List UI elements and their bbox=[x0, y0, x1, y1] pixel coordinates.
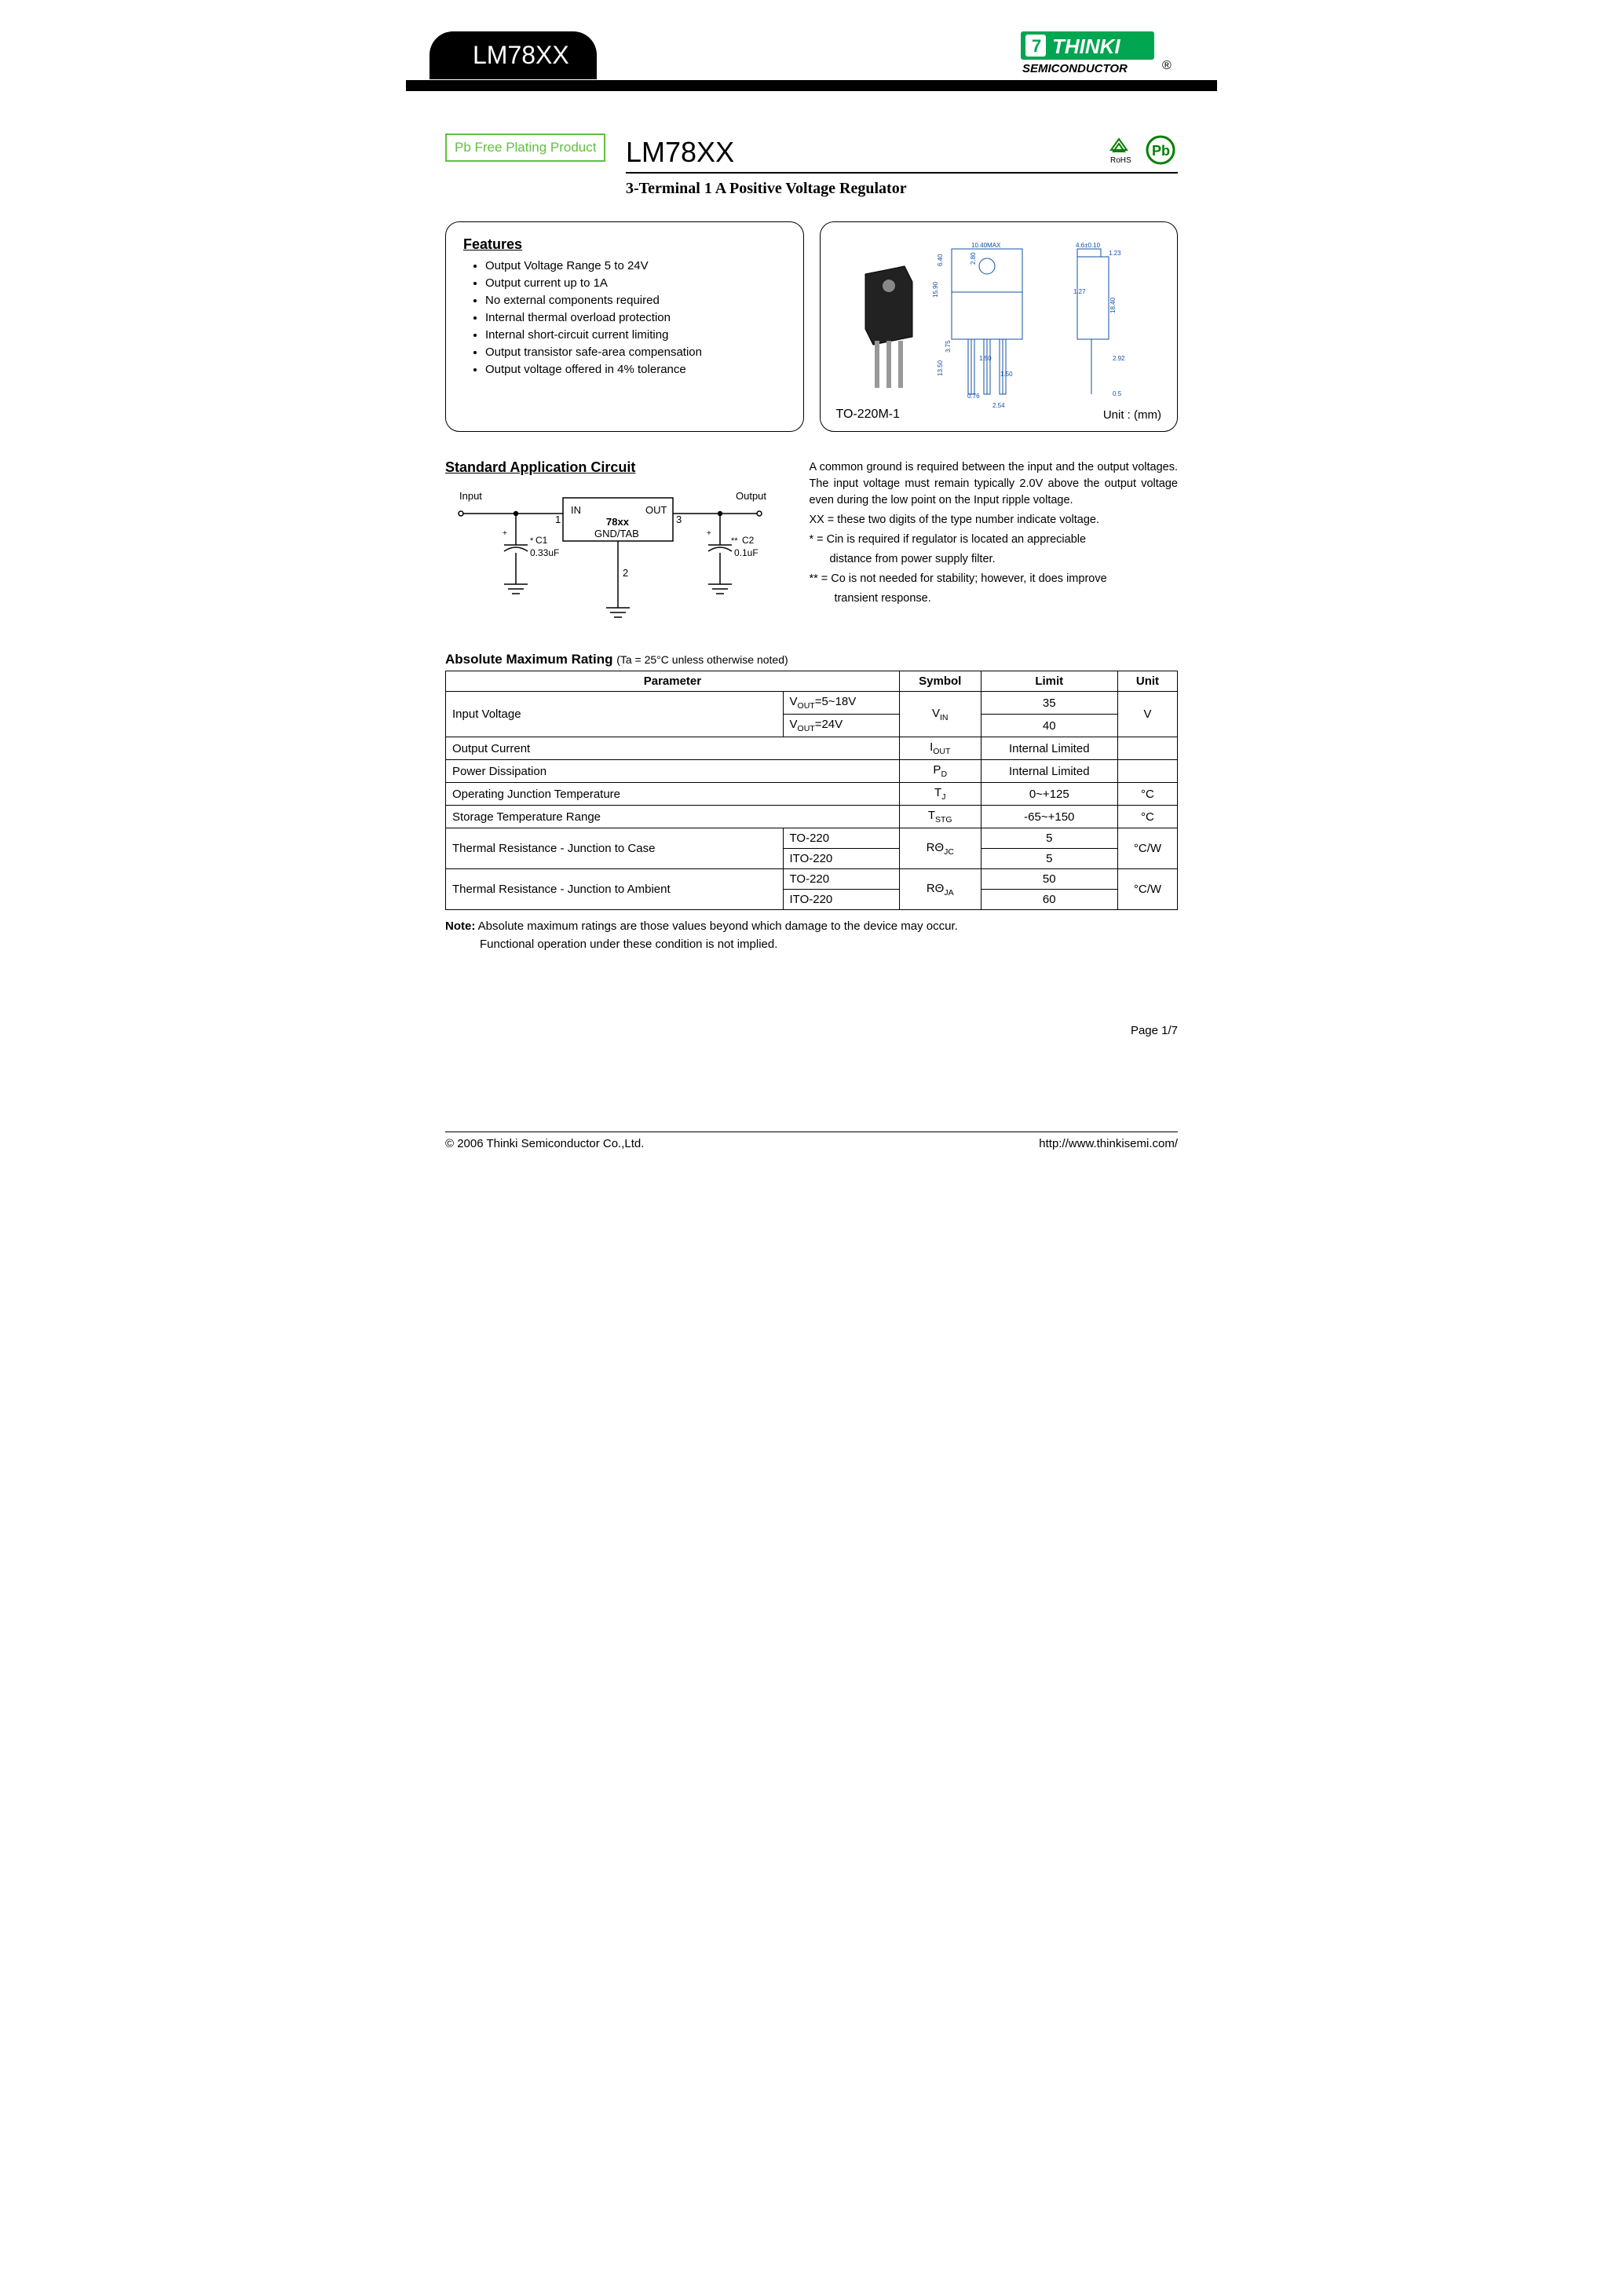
app-section: Standard Application Circuit bbox=[445, 459, 1178, 634]
svg-text:1.27: 1.27 bbox=[1073, 288, 1086, 295]
col-unit: Unit bbox=[1117, 671, 1177, 692]
note: Note: Absolute maximum ratings are those… bbox=[445, 918, 1178, 953]
footer: © 2006 Thinki Semiconductor Co.,Ltd. htt… bbox=[445, 1132, 1178, 1150]
note-p4a: ** = Co is not needed for stability; how… bbox=[809, 571, 1178, 587]
note-p1: A common ground is required between the … bbox=[809, 459, 1178, 509]
table-row: Thermal Resistance - Junction to Case TO… bbox=[446, 828, 1178, 849]
svg-text:3: 3 bbox=[676, 514, 682, 525]
svg-text:4.6±0.10: 4.6±0.10 bbox=[1076, 243, 1101, 249]
note-p3a: * = Cin is required if regulator is loca… bbox=[809, 532, 1178, 548]
amr-heading: Absolute Maximum Rating (Ta = 25°C unles… bbox=[445, 652, 1178, 667]
svg-text:0.33uF: 0.33uF bbox=[530, 547, 559, 558]
col-parameter: Parameter bbox=[446, 671, 900, 692]
svg-text:+: + bbox=[707, 529, 711, 538]
feature-item: Output transistor safe-area compensation bbox=[485, 345, 786, 359]
header: LM78XX 7 THINKI SEMICONDUCTOR ® bbox=[445, 31, 1178, 102]
logo-text-bottom: SEMICONDUCTOR bbox=[1022, 62, 1128, 75]
features-list: Output Voltage Range 5 to 24V Output cur… bbox=[463, 259, 786, 376]
feature-item: Output Voltage Range 5 to 24V bbox=[485, 259, 786, 272]
features-heading: Features bbox=[463, 236, 786, 253]
package-unit: Unit : (mm) bbox=[1103, 408, 1161, 422]
svg-text:2.92: 2.92 bbox=[1113, 355, 1125, 362]
svg-text:10.40MAX: 10.40MAX bbox=[971, 243, 1001, 249]
svg-text:13.50: 13.50 bbox=[937, 360, 944, 376]
table-row: Input Voltage VOUT=5~18V VIN 35 V bbox=[446, 692, 1178, 715]
package-side-icon bbox=[1077, 249, 1109, 394]
reg-mark: ® bbox=[1162, 59, 1172, 72]
svg-text:78xx: 78xx bbox=[606, 516, 630, 528]
app-heading: Standard Application Circuit bbox=[445, 459, 785, 476]
product-title: LM78XX bbox=[626, 136, 734, 169]
svg-text:15.90: 15.90 bbox=[932, 281, 939, 298]
feature-item: No external components required bbox=[485, 294, 786, 307]
svg-text:+: + bbox=[503, 529, 507, 538]
svg-text:C1: C1 bbox=[536, 535, 548, 546]
package-label: TO-220M-1 bbox=[836, 408, 901, 422]
svg-text:0.76: 0.76 bbox=[967, 393, 980, 400]
feature-item: Internal thermal overload protection bbox=[485, 311, 786, 324]
table-row: Output Current IOUT Internal Limited bbox=[446, 737, 1178, 760]
features-panel: Features Output Voltage Range 5 to 24V O… bbox=[445, 221, 804, 432]
amr-table: Parameter Symbol Limit Unit Input Voltag… bbox=[445, 671, 1178, 910]
table-row: Power Dissipation PD Internal Limited bbox=[446, 760, 1178, 783]
svg-text:Output: Output bbox=[736, 490, 766, 502]
feature-item: Internal short-circuit current limiting bbox=[485, 328, 786, 342]
svg-text:Pb: Pb bbox=[1152, 143, 1170, 159]
note-p4b: transient response. bbox=[834, 590, 1178, 607]
svg-text:0.5: 0.5 bbox=[1113, 390, 1122, 397]
pbfree-badge: Pb Free Plating Product bbox=[445, 133, 605, 162]
title-row: LM78XX RoHS Pb bbox=[626, 134, 1178, 174]
col-limit: Limit bbox=[981, 671, 1117, 692]
logo-text-top: THINKI bbox=[1052, 35, 1120, 58]
svg-text:0.1uF: 0.1uF bbox=[734, 547, 758, 558]
svg-text:Input: Input bbox=[459, 490, 482, 502]
note-p3b: distance from power supply filter. bbox=[829, 551, 1178, 568]
feature-item: Output voltage offered in 4% tolerance bbox=[485, 363, 786, 376]
svg-text:2.54: 2.54 bbox=[992, 402, 1005, 409]
svg-text:6.40: 6.40 bbox=[937, 253, 944, 265]
subtitle: 3-Terminal 1 A Positive Voltage Regulato… bbox=[626, 180, 1178, 198]
svg-text:1.23: 1.23 bbox=[1109, 250, 1121, 257]
compliance-icons: RoHS Pb bbox=[1107, 134, 1178, 169]
package-panel: 10.40MAX 6.40 15.90 3.75 13.50 1.50 1.50… bbox=[820, 221, 1179, 432]
feature-item: Output current up to 1A bbox=[485, 276, 786, 290]
svg-text:*: * bbox=[530, 536, 534, 546]
page-number: Page 1/7 bbox=[445, 1024, 1178, 1037]
svg-text:1.50: 1.50 bbox=[1000, 371, 1013, 378]
logo: 7 THINKI SEMICONDUCTOR ® bbox=[1021, 31, 1178, 79]
svg-text:3.75: 3.75 bbox=[945, 339, 952, 352]
svg-text:C2: C2 bbox=[742, 535, 755, 546]
svg-text:OUT: OUT bbox=[645, 504, 667, 516]
panels-row: Features Output Voltage Range 5 to 24V O… bbox=[445, 221, 1178, 432]
dim-labels-side: 4.6±0.10 1.23 1.27 18.40 2.92 0.5 bbox=[1073, 243, 1125, 397]
svg-text:RoHS: RoHS bbox=[1110, 156, 1131, 165]
svg-text:2.80: 2.80 bbox=[970, 251, 977, 264]
svg-text:IN: IN bbox=[571, 504, 581, 516]
svg-text:**: ** bbox=[731, 536, 738, 546]
rohs-icon: RoHS bbox=[1110, 139, 1131, 165]
svg-text:1: 1 bbox=[555, 514, 561, 525]
app-notes: A common ground is required between the … bbox=[809, 459, 1178, 634]
header-tab: LM78XX bbox=[430, 31, 597, 79]
package-3d-icon bbox=[865, 266, 912, 388]
svg-text:18.40: 18.40 bbox=[1109, 297, 1117, 313]
table-row: Operating Junction Temperature TJ 0~+125… bbox=[446, 783, 1178, 806]
svg-text:GND/TAB: GND/TAB bbox=[594, 528, 639, 539]
circuit-diagram: Input Output IN OUT GND/TAB 78xx 1 3 2 +… bbox=[445, 482, 775, 631]
col-symbol: Symbol bbox=[899, 671, 981, 692]
copyright: © 2006 Thinki Semiconductor Co.,Ltd. bbox=[445, 1137, 644, 1150]
table-row: Thermal Resistance - Junction to Ambient… bbox=[446, 869, 1178, 890]
svg-text:7: 7 bbox=[1032, 36, 1041, 56]
svg-text:2: 2 bbox=[623, 567, 628, 579]
pb-icon: Pb bbox=[1147, 137, 1174, 163]
url: http://www.thinkisemi.com/ bbox=[1039, 1137, 1178, 1150]
header-strip bbox=[406, 80, 1217, 91]
table-row: Storage Temperature Range TSTG -65~+150 … bbox=[446, 806, 1178, 828]
package-drawing: 10.40MAX 6.40 15.90 3.75 13.50 1.50 1.50… bbox=[838, 236, 1161, 417]
svg-text:1.50: 1.50 bbox=[979, 355, 992, 362]
table-header: Parameter Symbol Limit Unit bbox=[446, 671, 1178, 692]
note-p2: XX = these two digits of the type number… bbox=[809, 512, 1178, 528]
app-left: Standard Application Circuit bbox=[445, 459, 785, 634]
